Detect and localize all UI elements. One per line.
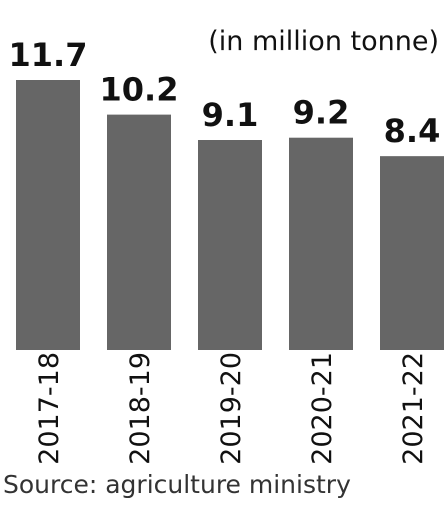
category-label-2017-18: 2017-18 [34,352,65,465]
value-label-2018-19: 10.2 [100,71,179,109]
unit-label: (in million tonne) [208,26,439,57]
bar-2017-18 [16,80,80,350]
category-label-2018-19: 2018-19 [125,352,156,465]
value-label-2021-22: 8.4 [384,112,441,150]
value-labels-group: 11.7 10.2 9.1 9.2 8.4 [9,36,441,150]
source-note: Source: agriculture ministry [3,470,351,499]
category-label-2021-22: 2021-22 [398,352,429,465]
value-label-2019-20: 9.1 [202,96,259,134]
bar-2020-21 [289,137,353,350]
bars-group [16,80,444,350]
bar-2021-22 [380,156,444,350]
bar-2018-19 [107,114,171,350]
category-label-2019-20: 2019-20 [216,352,247,465]
category-labels-group: 2017-18 2018-19 2019-20 2020-21 2021-22 [34,352,429,465]
value-label-2020-21: 9.2 [293,94,350,132]
bar-2019-20 [198,140,262,350]
category-label-2020-21: 2020-21 [307,352,338,465]
value-label-2017-18: 11.7 [9,36,88,74]
